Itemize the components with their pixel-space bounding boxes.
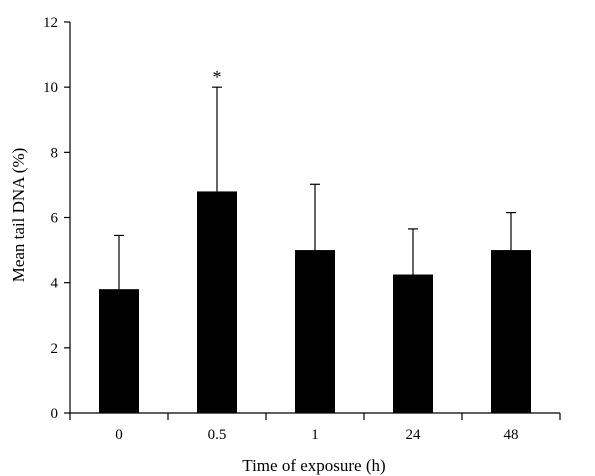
error-bars	[114, 86, 516, 290]
y-axis-title: Mean tail DNA (%)	[9, 148, 28, 283]
x-tick-label-0: 0	[115, 427, 123, 443]
x-axis: 0 0.5 1 24 48	[69, 412, 561, 443]
bar-3	[393, 274, 433, 413]
bar-4	[491, 250, 531, 413]
y-tick-label-0: 0	[51, 406, 59, 422]
x-tick-label-3: 24	[406, 427, 422, 443]
annotations: *	[213, 67, 222, 87]
y-tick-label-6: 12	[43, 15, 58, 31]
y-tick-label-4: 8	[51, 145, 59, 161]
x-axis-title: Time of exposure (h)	[242, 456, 385, 475]
y-tick-label-2: 4	[51, 276, 59, 292]
significance-marker-1: *	[213, 67, 222, 87]
y-tick-label-3: 6	[51, 211, 59, 227]
y-tick-label-1: 2	[51, 341, 59, 357]
x-tick-label-1: 0.5	[208, 427, 227, 443]
x-tick-label-2: 1	[311, 427, 319, 443]
x-tick-label-4: 48	[504, 427, 519, 443]
y-tick-label-5: 10	[43, 80, 58, 96]
bar-1	[197, 191, 237, 413]
y-axis: 0 2 4 6 8 10 12	[43, 15, 71, 422]
bar-0	[99, 289, 139, 413]
bars	[99, 191, 531, 413]
bar-2	[295, 250, 335, 413]
